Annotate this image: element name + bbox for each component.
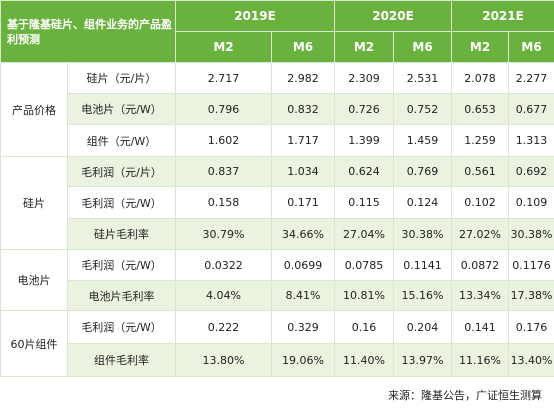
year-header-2019: 2019E (174, 0, 336, 32)
cell-value: 0.109 (508, 186, 554, 219)
model-header: M2 (451, 31, 510, 63)
cell-value: 0.222 (175, 310, 272, 344)
cell-value: 0.16 (334, 310, 395, 344)
cell-value: 0.1176 (508, 249, 554, 281)
cell-value: 27.02% (451, 218, 510, 250)
profit-forecast-table: 基于隆基硅片、组件业务的产品盈利预测 2019E 2020E 2021E M2 … (0, 0, 554, 377)
cell-value: 19.06% (270, 343, 336, 377)
model-header: M6 (508, 31, 554, 63)
cell-value: 30.38% (393, 218, 453, 250)
cell-value: 0.124 (393, 186, 453, 219)
cell-value: 0.769 (393, 156, 453, 187)
cell-value: 2.717 (175, 62, 272, 94)
cell-value: 8.41% (270, 280, 336, 311)
cell-value: 0.692 (508, 156, 554, 187)
cell-value: 0.0785 (334, 249, 395, 281)
cell-value: 0.726 (334, 93, 395, 125)
source-note: 来源：隆基公告，广证恒生测算 (388, 389, 542, 402)
row-label: 毛利润（元/W） (67, 310, 176, 344)
cell-value: 13.40% (508, 343, 554, 377)
model-header: M2 (334, 31, 395, 63)
cell-value: 0.677 (508, 93, 554, 125)
cell-value: 17.38% (508, 280, 554, 311)
group-label-cell: 电池片 (0, 249, 68, 311)
cell-value: 1.399 (334, 124, 395, 157)
group-label-price: 产品价格 (0, 62, 68, 157)
cell-value: 30.38% (508, 218, 554, 250)
cell-value: 0.102 (451, 186, 510, 219)
cell-value: 2.078 (451, 62, 510, 94)
cell-value: 2.277 (508, 62, 554, 94)
row-label: 毛利润（元/W） (67, 186, 176, 219)
cell-value: 0.653 (451, 93, 510, 125)
cell-value: 13.97% (393, 343, 453, 377)
cell-value: 0.0322 (175, 249, 272, 281)
cell-value: 2.309 (334, 62, 395, 94)
model-header: M6 (270, 31, 336, 63)
table-row: 产品价格 硅片（元/片） 2.717 2.982 2.309 2.531 2.0… (0, 62, 554, 157)
model-header: M6 (393, 31, 453, 63)
cell-value: 0.796 (175, 93, 272, 125)
cell-value: 27.04% (334, 218, 395, 250)
cell-value: 0.1141 (393, 249, 453, 281)
row-label: 毛利润（元/W） (67, 249, 176, 281)
cell-value: 0.141 (451, 310, 510, 344)
cell-value: 13.34% (451, 280, 510, 311)
row-label: 电池片毛利率 (67, 280, 176, 311)
row-label: 组件毛利率 (67, 343, 176, 377)
row-label: 组件（元/W） (67, 124, 176, 157)
cell-value: 0.171 (270, 186, 336, 219)
header-row-models: M2 M6 M2 M6 M2 M6 (1, 31, 554, 63)
row-label: 电池片（元/W） (67, 93, 176, 125)
cell-value: 0.561 (451, 156, 510, 187)
table-row: 电池片毛利率 4.04% 8.41% 10.81% 15.16% 13.34% … (1, 280, 554, 311)
group-label-wafer: 硅片 (0, 156, 68, 250)
model-header: M2 (175, 31, 272, 63)
table-row: 组件毛利率 13.80% 19.06% 11.40% 13.97% 11.16%… (1, 343, 554, 377)
cell-value: 0.204 (393, 310, 453, 344)
cell-value: 34.66% (270, 218, 336, 250)
cell-value: 0.158 (175, 186, 272, 219)
cell-value: 13.80% (175, 343, 272, 377)
cell-value: 0.115 (334, 186, 395, 219)
cell-value: 0.176 (508, 310, 554, 344)
year-header-2020: 2020E (334, 0, 453, 32)
cell-value: 0.0699 (270, 249, 336, 281)
cell-value: 11.40% (334, 343, 395, 377)
table-row: 60片组件 毛利润（元/W） 0.222 0.329 0.16 0.204 0.… (0, 310, 554, 377)
cell-value: 0.0872 (451, 249, 510, 281)
cell-value: 1.259 (451, 124, 510, 157)
cell-value: 1.034 (270, 156, 336, 187)
row-label: 毛利润（元/片） (67, 156, 176, 187)
cell-value: 0.752 (393, 93, 453, 125)
row-label: 硅片（元/片） (67, 62, 176, 94)
cell-value: 30.79% (175, 218, 272, 250)
cell-value: 1.459 (393, 124, 453, 157)
table-row: 电池片（元/W） 0.796 0.832 0.726 0.752 0.653 0… (1, 93, 554, 125)
cell-value: 1.717 (270, 124, 336, 157)
table-row: 组件（元/W） 1.602 1.717 1.399 1.459 1.259 1.… (1, 124, 554, 157)
cell-value: 1.602 (175, 124, 272, 157)
group-label-module: 60片组件 (0, 310, 68, 377)
cell-value: 1.313 (508, 124, 554, 157)
cell-value: 4.04% (175, 280, 272, 311)
cell-value: 15.16% (393, 280, 453, 311)
cell-value: 0.624 (334, 156, 395, 187)
table-row: 毛利润（元/W） 0.158 0.171 0.115 0.124 0.102 0… (1, 186, 554, 219)
cell-value: 0.832 (270, 93, 336, 125)
table-row: 硅片毛利率 30.79% 34.66% 27.04% 30.38% 27.02%… (1, 218, 554, 250)
table-row: 电池片 毛利润（元/W） 0.0322 0.0699 0.0785 0.1141… (0, 249, 554, 311)
table-row: 硅片 毛利润（元/片） 0.837 1.034 0.624 0.769 0.56… (0, 156, 554, 250)
row-label: 硅片毛利率 (67, 218, 176, 250)
table-title: 基于隆基硅片、组件业务的产品盈利预测 (0, 0, 176, 63)
cell-value: 11.16% (451, 343, 510, 377)
cell-value: 2.982 (270, 62, 336, 94)
cell-value: 0.837 (175, 156, 272, 187)
cell-value: 0.329 (270, 310, 336, 344)
cell-value: 2.531 (393, 62, 453, 94)
cell-value: 10.81% (334, 280, 395, 311)
header-row-years: 基于隆基硅片、组件业务的产品盈利预测 2019E 2020E 2021E (0, 0, 554, 63)
year-header-2021: 2021E (451, 0, 554, 32)
